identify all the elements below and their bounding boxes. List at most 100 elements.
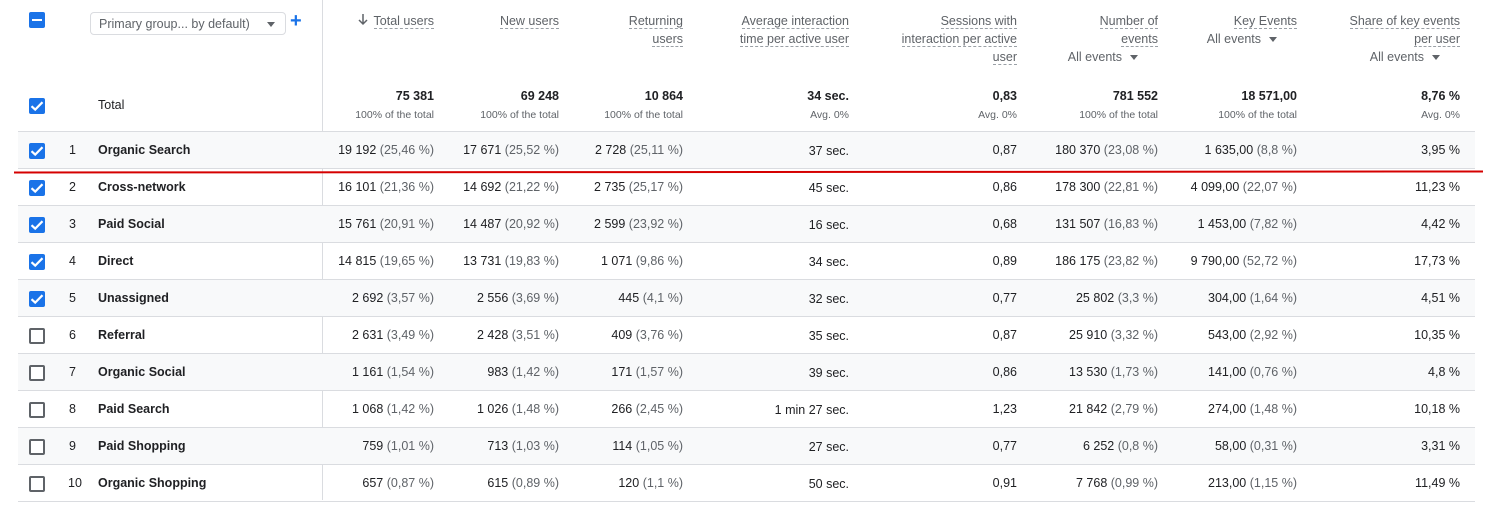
- chevron-down-icon: [1432, 55, 1440, 61]
- row-checkbox[interactable]: [29, 476, 45, 492]
- cell-events: 186 175 (23,82 %): [1028, 254, 1158, 268]
- cell-value: 0,68: [992, 217, 1017, 231]
- table-row[interactable]: [18, 354, 1475, 391]
- row-checkbox[interactable]: [29, 291, 45, 307]
- row-channel-name[interactable]: Organic Shopping: [98, 476, 207, 490]
- events-filter-dropdown[interactable]: All events: [1147, 32, 1277, 46]
- cell-value: 120: [618, 476, 640, 490]
- column-header-total_users[interactable]: Total users: [324, 12, 434, 30]
- row-checkbox[interactable]: [29, 439, 45, 455]
- row-checkbox[interactable]: [29, 143, 45, 159]
- add-dimension-icon[interactable]: +: [290, 10, 302, 32]
- column-header-events[interactable]: Number of events: [1028, 12, 1158, 48]
- cell-total_users: 759 (1,01 %): [324, 439, 434, 453]
- row-channel-name[interactable]: Organic Social: [98, 365, 186, 379]
- row-number: 9: [69, 439, 76, 453]
- cell-value: 1 635,00: [1204, 143, 1254, 157]
- row-channel-name[interactable]: Paid Shopping: [98, 439, 186, 453]
- cell-avg_time: 34 sec.: [689, 255, 849, 269]
- row-checkbox[interactable]: [29, 365, 45, 381]
- cell-new_users: 2 556 (3,69 %): [449, 291, 559, 305]
- table-row[interactable]: [18, 391, 1475, 428]
- cell-percent: (19,83 %): [504, 254, 559, 268]
- events-filter-dropdown[interactable]: All events: [1290, 50, 1440, 64]
- cell-sessions: 0,91: [857, 476, 1017, 490]
- table-row[interactable]: [18, 132, 1475, 169]
- column-header-key_events[interactable]: Key Events: [1167, 12, 1297, 30]
- row-number: 3: [69, 217, 76, 231]
- cell-share: 10,35 %: [1310, 328, 1460, 342]
- chevron-down-icon: [1269, 37, 1277, 43]
- row-channel-name[interactable]: Organic Search: [98, 143, 191, 157]
- cell-value: 1 071: [600, 254, 633, 268]
- column-header-label: events: [1121, 32, 1158, 47]
- row-channel-name[interactable]: Unassigned: [98, 291, 169, 305]
- column-header-new_users[interactable]: New users: [449, 12, 559, 30]
- table-row[interactable]: [18, 243, 1475, 280]
- cell-new_users: 713 (1,03 %): [449, 439, 559, 453]
- cell-percent: (1,42 %): [386, 402, 434, 416]
- cell-value: 266: [611, 402, 633, 416]
- row-channel-name[interactable]: Paid Social: [98, 217, 165, 231]
- cell-value: 0,89: [992, 254, 1017, 268]
- row-checkbox[interactable]: [29, 402, 45, 418]
- table-row[interactable]: [18, 317, 1475, 354]
- cell-returning_users: 266 (2,45 %): [573, 402, 683, 416]
- cell-share: 3,31 %: [1310, 439, 1460, 453]
- events-filter-dropdown[interactable]: All events: [1008, 50, 1138, 64]
- row-checkbox[interactable]: [29, 254, 45, 270]
- arrow-down-icon: [358, 14, 374, 28]
- table-row[interactable]: [18, 206, 1475, 243]
- cell-value: 58,00: [1214, 439, 1247, 453]
- cell-avg_time: 27 sec.: [689, 440, 849, 454]
- totals-checkbox[interactable]: [29, 98, 45, 114]
- dimension-dropdown[interactable]: Primary group... by default): [90, 12, 286, 35]
- row-checkbox[interactable]: [29, 328, 45, 344]
- cell-value: 2 428: [476, 328, 509, 342]
- cell-key_events: 1 635,00 (8,8 %): [1167, 143, 1297, 157]
- cell-value: 713: [487, 439, 509, 453]
- total-subtext: Avg. 0%: [978, 109, 1017, 121]
- cell-share: 11,49 %: [1310, 476, 1460, 490]
- row-checkbox[interactable]: [29, 217, 45, 233]
- table-row[interactable]: [18, 428, 1475, 465]
- table-row[interactable]: [18, 280, 1475, 317]
- column-header-returning_users[interactable]: Returning users: [573, 12, 683, 48]
- column-header-avg_time[interactable]: Average interaction time per active user: [689, 12, 849, 48]
- row-channel-name[interactable]: Cross-network: [98, 180, 186, 194]
- total-subtext: 100% of the total: [1218, 109, 1297, 121]
- table-row[interactable]: [18, 465, 1475, 502]
- cell-key_events: 543,00 (2,92 %): [1167, 328, 1297, 342]
- cell-new_users: 983 (1,42 %): [449, 365, 559, 379]
- cell-percent: (3,69 %): [511, 291, 559, 305]
- cell-value: 3,95 %: [1421, 143, 1460, 157]
- row-checkbox[interactable]: [29, 180, 45, 196]
- cell-value: 19 192: [338, 143, 377, 157]
- column-header-share[interactable]: Share of key events per user: [1310, 12, 1460, 48]
- row-number: 4: [69, 254, 76, 268]
- cell-percent: (1,64 %): [1249, 291, 1297, 305]
- cell-events: 131 507 (16,83 %): [1028, 217, 1158, 231]
- select-all-checkbox[interactable]: [29, 12, 45, 28]
- row-channel-name[interactable]: Direct: [98, 254, 134, 268]
- row-channel-name[interactable]: Referral: [98, 328, 146, 342]
- total-subtext: Avg. 0%: [810, 109, 849, 121]
- cell-value: 14 815: [338, 254, 377, 268]
- total-value-returning_users: 10 864: [644, 89, 683, 103]
- cell-value: 14 692: [463, 180, 502, 194]
- total-subtext: 100% of the total: [355, 109, 434, 121]
- cell-percent: (23,08 %): [1103, 143, 1158, 157]
- cell-key_events: 274,00 (1,48 %): [1167, 402, 1297, 416]
- column-header-sessions[interactable]: Sessions with interaction per active user: [857, 12, 1017, 66]
- column-header-label: New users: [499, 14, 559, 29]
- cell-value: 0,77: [992, 439, 1017, 453]
- cell-value: 2 692: [351, 291, 384, 305]
- total-subtext: Avg. 0%: [1421, 109, 1460, 121]
- cell-value: 0,86: [992, 180, 1017, 194]
- cell-value: 14 487: [463, 217, 502, 231]
- table-row[interactable]: [18, 169, 1475, 206]
- cell-value: 25 802: [1075, 291, 1115, 305]
- total-value-share: 8,76 %: [1421, 89, 1460, 103]
- row-channel-name[interactable]: Paid Search: [98, 402, 170, 416]
- cell-value: 17,73 %: [1414, 254, 1460, 268]
